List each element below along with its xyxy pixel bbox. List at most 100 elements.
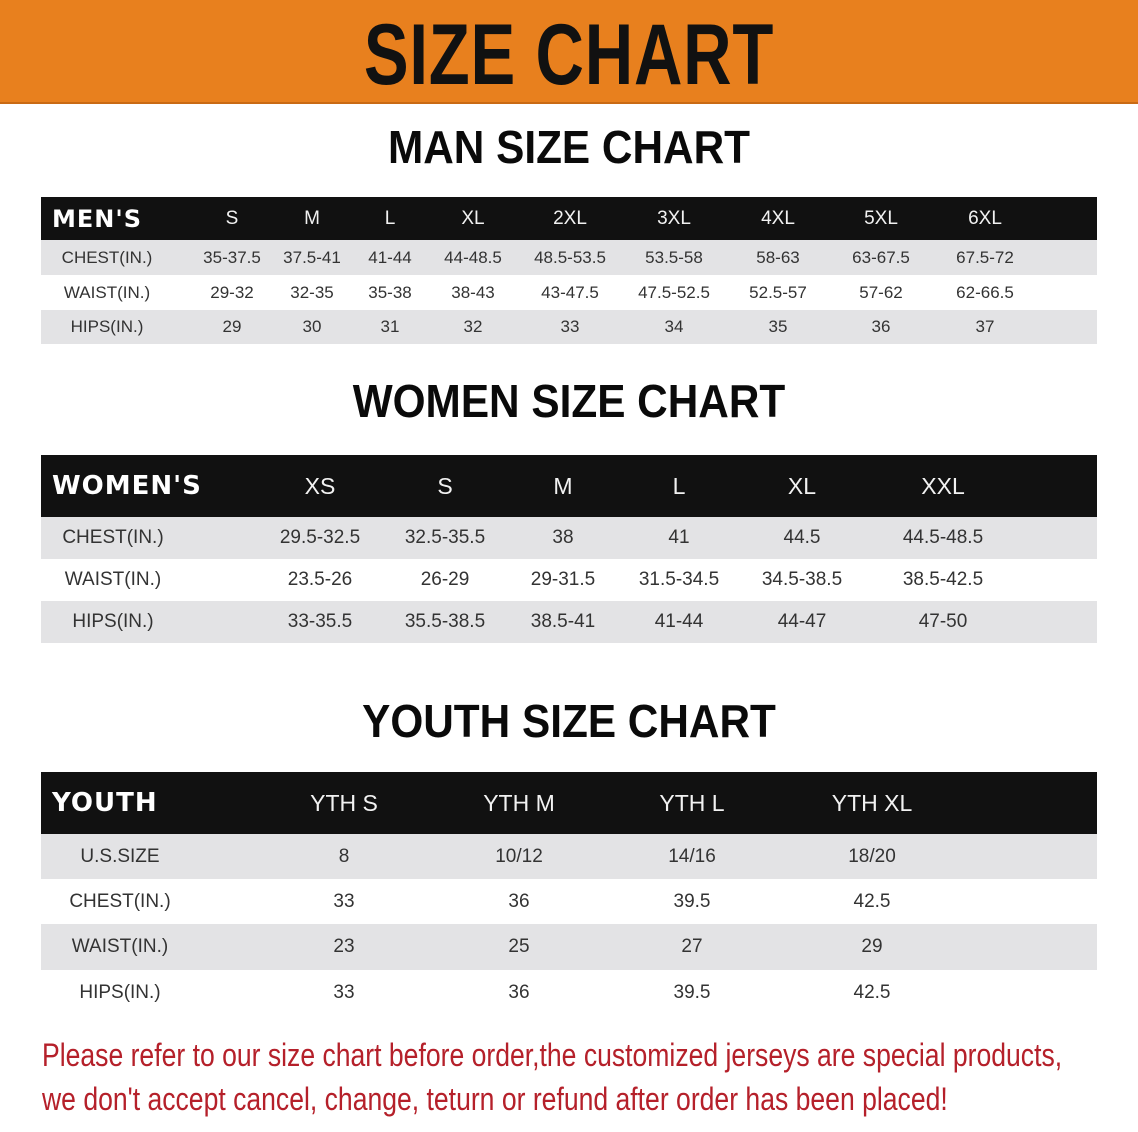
table-cell: 67.5-72 xyxy=(956,247,1014,267)
table-cell: 32 xyxy=(463,317,483,336)
size-header-yth-l: YTH L xyxy=(659,789,725,816)
table-cell: 26-29 xyxy=(420,569,470,590)
size-header-3xl: 3XL xyxy=(657,207,691,229)
table-cell: 57-62 xyxy=(859,282,903,302)
table-row: WAIST(IN.) 23 25 27 29 xyxy=(41,924,1097,970)
table-cell: 39.5 xyxy=(673,890,711,912)
table-cell: 32-35 xyxy=(290,282,334,302)
table-cell: 33 xyxy=(333,890,355,912)
table-header-label: YOUTH xyxy=(52,788,158,818)
table-cell: 23.5-26 xyxy=(287,569,353,590)
table-cell: 62-66.5 xyxy=(956,282,1014,302)
table-cell: 47.5-52.5 xyxy=(638,282,710,302)
table-cell: 53.5-58 xyxy=(645,247,703,267)
size-header-yth-s: YTH S xyxy=(310,789,378,816)
table-cell: 42.5 xyxy=(853,981,891,1003)
table-cell: 29.5-32.5 xyxy=(279,527,361,548)
table-cell: 38 xyxy=(552,527,574,548)
men-size-table: MEN'S S M L XL 2XL 3XL 4XL 5XL 6XL CHEST(IN.) 35-37… xyxy=(41,197,1097,344)
table-cell: 43-47.5 xyxy=(541,282,599,302)
women-section-title: WOMEN SIZE CHART xyxy=(352,375,786,427)
table-cell: 29 xyxy=(222,317,242,336)
table-cell: 29-32 xyxy=(210,282,254,302)
row-label: HIPS(IN.) xyxy=(72,611,154,632)
table-cell: 47-50 xyxy=(918,611,968,632)
table-cell: 44-48.5 xyxy=(444,247,502,267)
size-header-m: M xyxy=(553,472,573,499)
row-label: WAIST(IN.) xyxy=(71,936,169,957)
table-cell: 30 xyxy=(302,317,322,336)
size-header-2xl: 2XL xyxy=(553,207,587,229)
table-cell: 37 xyxy=(975,317,995,336)
men-section-title: MAN SIZE CHART xyxy=(387,121,751,173)
table-cell: 34 xyxy=(664,317,684,336)
table-row: CHEST(IN.) 29.5-32.5 32.5-35.5 38 41 44.5 44.5… xyxy=(41,517,1097,559)
table-cell: 31.5-34.5 xyxy=(638,569,720,590)
table-header-row: WOMEN'S XS S M L XL XXL xyxy=(41,455,1097,517)
notice-line-1: Please refer to our size chart before or… xyxy=(42,1037,1063,1073)
table-cell: 35.5-38.5 xyxy=(404,611,486,632)
table-header-label: WOMEN'S xyxy=(52,471,202,501)
table-cell: 18/20 xyxy=(848,845,896,867)
table-cell: 39.5 xyxy=(673,981,711,1003)
table-cell: 33 xyxy=(333,981,355,1003)
table-cell: 34.5-38.5 xyxy=(761,569,843,590)
size-header-l: L xyxy=(384,207,396,229)
table-cell: 58-63 xyxy=(756,247,800,267)
table-cell: 42.5 xyxy=(853,890,891,912)
table-cell: 10/12 xyxy=(495,845,543,867)
row-label: WAIST(IN.) xyxy=(64,569,162,590)
table-cell: 36 xyxy=(508,981,530,1003)
size-header-xxl: XXL xyxy=(921,472,965,499)
table-cell: 29-31.5 xyxy=(530,569,596,590)
size-header-6xl: 6XL xyxy=(968,207,1002,229)
table-row: CHEST(IN.) 33 36 39.5 42.5 xyxy=(41,879,1097,924)
table-cell: 38.5-41 xyxy=(530,611,596,632)
row-label: CHEST(IN.) xyxy=(69,890,171,912)
table-cell: 36 xyxy=(871,317,891,336)
table-cell: 32.5-35.5 xyxy=(404,527,486,548)
table-row: CHEST(IN.) 35-37.5 37.5-41 41-44 44-48.5 48.5… xyxy=(41,240,1097,275)
table-cell: 41 xyxy=(668,527,690,548)
table-header-label: MEN'S xyxy=(52,204,142,233)
youth-size-table: YOUTH YTH S YTH M YTH L YTH XL U.S.SIZE 8 10/12… xyxy=(41,772,1097,1015)
table-row: WAIST(IN.) 29-32 32-35 35-38 38-43 43-47.5 47.… xyxy=(41,275,1097,310)
size-header-l: L xyxy=(672,472,686,499)
row-label: U.S.SIZE xyxy=(80,845,160,867)
table-cell: 41-44 xyxy=(654,611,704,632)
table-cell: 44-47 xyxy=(777,611,827,632)
page-title: SIZE CHART xyxy=(363,7,775,103)
table-cell: 14/16 xyxy=(668,845,716,867)
size-header-s: S xyxy=(225,207,239,229)
row-label: CHEST(IN.) xyxy=(61,247,153,267)
table-cell: 36 xyxy=(508,890,530,912)
table-cell: 35-37.5 xyxy=(203,247,261,267)
table-cell: 38.5-42.5 xyxy=(902,569,984,590)
row-label: WAIST(IN.) xyxy=(63,282,151,302)
table-cell: 27 xyxy=(681,936,703,957)
table-cell: 44.5 xyxy=(783,527,821,548)
row-label: CHEST(IN.) xyxy=(62,527,164,548)
table-row: HIPS(IN.) 33-35.5 35.5-38.5 38.5-41 41-44 44-… xyxy=(41,601,1097,643)
row-label: HIPS(IN.) xyxy=(79,981,161,1003)
table-cell: 41-44 xyxy=(368,247,412,267)
size-header-5xl: 5XL xyxy=(864,207,898,229)
title-banner: SIZE CHART xyxy=(0,0,1138,104)
table-cell: 52.5-57 xyxy=(749,282,807,302)
size-header-4xl: 4XL xyxy=(761,207,795,229)
table-cell: 35-38 xyxy=(368,282,412,302)
table-header-row: YOUTH YTH S YTH M YTH L YTH XL xyxy=(41,772,1097,834)
size-header-xl: XL xyxy=(461,207,485,229)
table-cell: 38-43 xyxy=(451,282,495,302)
table-cell: 33 xyxy=(560,317,580,336)
table-cell: 29 xyxy=(861,936,883,957)
table-cell: 35 xyxy=(768,317,788,336)
table-cell: 8 xyxy=(338,845,350,867)
size-header-xs: XS xyxy=(304,472,336,499)
table-row: WAIST(IN.) 23.5-26 26-29 29-31.5 31.5-34.5 34… xyxy=(41,559,1097,601)
size-header-yth-m: YTH M xyxy=(483,789,555,816)
table-row: HIPS(IN.) 33 36 39.5 42.5 xyxy=(41,970,1097,1015)
table-cell: 44.5-48.5 xyxy=(902,527,984,548)
table-cell: 25 xyxy=(508,936,530,957)
table-cell: 31 xyxy=(380,317,400,336)
